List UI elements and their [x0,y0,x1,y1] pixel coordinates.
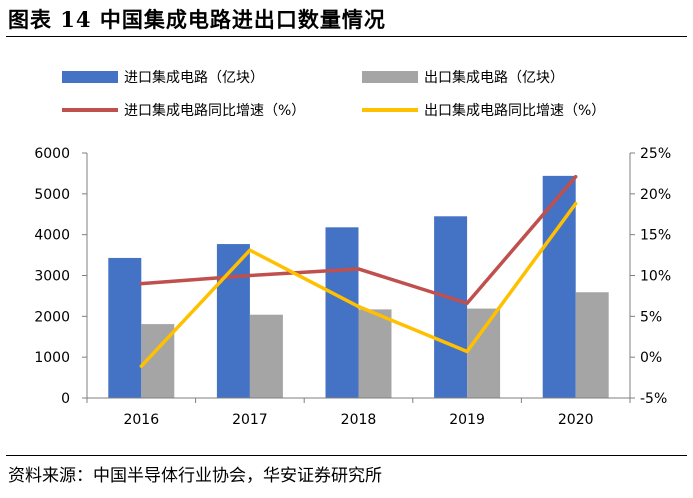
left-tick-label: 3000 [34,269,70,285]
source-note: 资料来源：中国半导体行业协会，华安证券研究所 [8,466,382,486]
export-bar-2020 [575,292,609,398]
right-tick-label: 0% [640,350,662,366]
x-tick-label: 2020 [558,412,594,428]
export-growth-point-2019 [465,349,469,353]
x-tick-label: 2017 [232,412,268,428]
export-bar-2019 [467,308,501,398]
import-bar-2019 [434,216,468,398]
combo-chart: 进口集成电路（亿块） 出口集成电路（亿块） 进口集成电路同比增速（%） 出口集成电路同… [34,69,671,428]
growth-lines [139,174,578,368]
left-tick-label: 5000 [34,187,70,203]
legend: 进口集成电路（亿块） 出口集成电路（亿块） 进口集成电路同比增速（%） 出口集成电路同… [62,69,605,119]
left-tick-label: 2000 [34,309,70,325]
legend-export-growth-label: 出口集成电路同比增速（%） [424,102,605,119]
import-growth-point-2020 [574,175,578,179]
left-tick-label: 0 [61,391,70,407]
right-tick-label: 10% [640,269,671,285]
right-tick-label: 5% [640,309,662,325]
right-tick-label: -5% [640,391,667,407]
import-bar-2018 [325,227,359,398]
export-bar-2018 [358,309,392,398]
x-tick-label: 2016 [123,412,159,428]
legend-import-growth-label: 进口集成电路同比增速（%） [124,102,305,119]
bars [108,175,609,398]
right-tick-label: 15% [640,228,671,244]
x-tick-label: 2019 [449,412,485,428]
left-tick-label: 1000 [34,350,70,366]
export-growth-point-2018 [357,305,360,309]
title-rule [6,36,687,37]
export-growth-point-2020 [574,202,578,206]
axes: 0 1000 2000 3000 4000 5000 6000 -5% 0% 5% 10% 15% 20… [34,146,671,428]
left-tick-label: 4000 [34,228,70,244]
source-rule [6,455,687,456]
import-bar-2016 [108,257,142,398]
right-tick-label: 25% [640,146,671,162]
left-tick-label: 6000 [34,146,70,162]
legend-import-bar-swatch [62,71,118,83]
export-growth-point-2016 [139,364,143,368]
legend-export-bar-label: 出口集成电路（亿块） [424,69,564,86]
import-growth-point-2016 [139,282,143,286]
export-growth-point-2017 [248,248,252,252]
legend-import-bar-label: 进口集成电路（亿块） [124,69,264,86]
right-tick-label: 20% [640,187,671,203]
import-growth-point-2017 [248,274,252,277]
export-bar-2017 [249,314,283,398]
x-tick-label: 2018 [341,412,377,428]
legend-export-bar-swatch [362,71,418,83]
import-growth-point-2019 [465,301,469,305]
import-growth-point-2018 [357,267,360,271]
figure-title: 图表 14 中国集成电路进出口数量情况 [8,7,386,32]
